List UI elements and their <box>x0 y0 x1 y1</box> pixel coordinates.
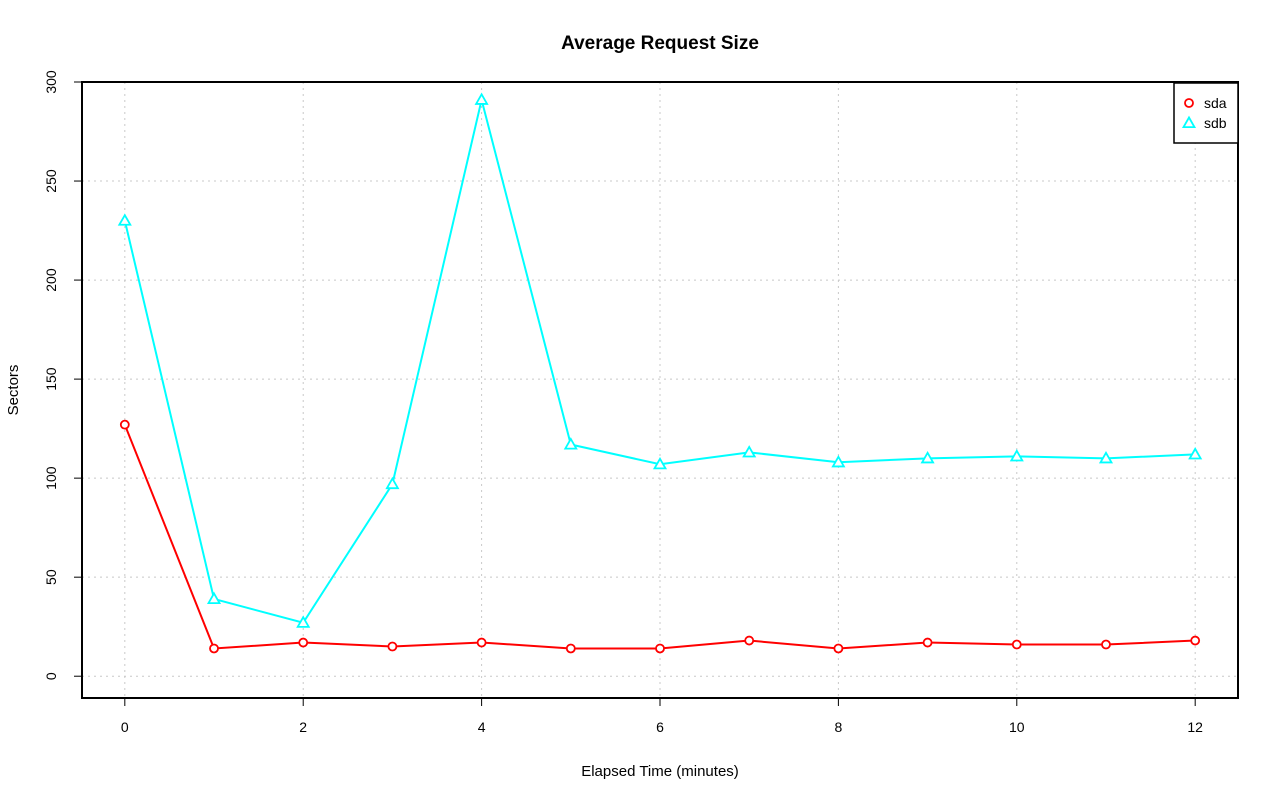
sda-point <box>1184 98 1194 108</box>
legend-label: sda <box>1204 95 1227 111</box>
x-tick-label: 4 <box>478 719 486 735</box>
x-axis-label: Elapsed Time (minutes) <box>581 763 739 780</box>
y-tick-label: 50 <box>43 569 59 585</box>
sda-point <box>655 643 665 654</box>
sda-point <box>1101 639 1111 650</box>
sda-point <box>744 635 755 646</box>
sdb-point <box>652 456 668 470</box>
legend-item-sda: sda <box>1184 95 1227 111</box>
sdb-point <box>742 445 757 458</box>
y-tick-label: 300 <box>43 70 59 94</box>
legend-item-sdb: sdb <box>1181 115 1227 131</box>
sdb-point <box>296 615 311 628</box>
sdb-point <box>385 476 400 490</box>
legend: sda sdb <box>1173 82 1239 144</box>
sda-point <box>119 419 130 430</box>
sdb-point <box>474 92 489 105</box>
y-axis-label: Sectors <box>5 365 22 416</box>
x-tick-label: 10 <box>1009 719 1025 735</box>
sda-point <box>565 643 576 654</box>
chart-title: Average Request Size <box>561 33 759 54</box>
y-tick-label: 200 <box>43 268 59 292</box>
series-sda <box>119 419 1201 654</box>
legend-label: sdb <box>1204 115 1227 131</box>
y-tick-label: 250 <box>43 169 59 193</box>
sdb-point <box>920 451 935 464</box>
sdb-point <box>117 213 132 226</box>
sda-point <box>1190 635 1201 646</box>
plot-frame <box>81 81 1239 699</box>
sdb-point <box>206 591 222 604</box>
sda-point <box>209 643 219 654</box>
series-layer <box>117 92 1203 654</box>
sdb-point <box>1188 447 1203 460</box>
series-sdb <box>117 92 1203 628</box>
sda-point <box>922 637 933 648</box>
sda-point <box>833 643 844 654</box>
x-tick-label: 0 <box>121 719 129 735</box>
sda-point <box>476 637 487 648</box>
sdb-point <box>563 437 578 450</box>
y-axis: 0 50 100 150 200 250 300 <box>43 70 83 680</box>
sdb-point <box>1181 115 1197 129</box>
sdb-point <box>1098 451 1114 464</box>
x-tick-label: 8 <box>834 719 842 735</box>
sda-point <box>387 641 398 652</box>
grid <box>82 81 1238 698</box>
y-tick-label: 150 <box>43 367 59 391</box>
y-tick-label: 0 <box>43 672 59 680</box>
x-tick-label: 2 <box>299 719 307 735</box>
x-tick-label: 6 <box>656 719 664 735</box>
legend-box <box>1173 82 1239 144</box>
sda-point <box>1011 639 1022 650</box>
sda-point <box>298 637 309 648</box>
x-tick-label: 12 <box>1187 719 1203 735</box>
sdb-point <box>1009 449 1024 462</box>
x-axis: 0 2 4 6 8 10 12 <box>121 697 1203 735</box>
sdb-point <box>831 454 846 468</box>
y-tick-label: 100 <box>43 466 59 490</box>
